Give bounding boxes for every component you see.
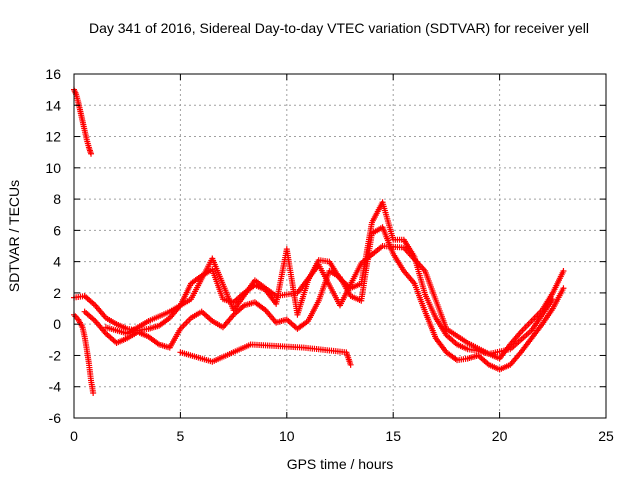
chart-title: Day 341 of 2016, Sidereal Day-to-day VTE… [88, 20, 590, 36]
x-tick-label: 15 [385, 428, 401, 444]
x-tick-label: 10 [279, 428, 295, 444]
data-point [560, 285, 567, 292]
data-point [88, 150, 95, 157]
y-tick-label: 2 [53, 285, 61, 301]
x-tick-label: 5 [177, 428, 185, 444]
y-tick-label: 4 [53, 254, 61, 270]
data-point [549, 296, 556, 303]
data-point [90, 389, 97, 396]
data-points [71, 86, 567, 396]
grid-lines [74, 74, 606, 418]
y-tick-label: 16 [45, 66, 61, 82]
y-tick-label: 14 [45, 97, 61, 113]
y-tick-label: 12 [45, 129, 61, 145]
y-tick-label: 8 [53, 191, 61, 207]
x-axis-label: GPS time / hours [286, 456, 394, 472]
x-tick-label: 25 [598, 428, 614, 444]
axis-ticks [73, 73, 607, 419]
y-tick-label: 0 [53, 316, 61, 332]
axis-tick-labels: 0 5 10 15 20 25 -6 -4 -2 0 2 4 6 8 10 12 14 16 [45, 66, 614, 444]
y-tick-label: -4 [49, 379, 62, 395]
y-tick-label: -6 [49, 410, 62, 426]
x-tick-label: 20 [492, 428, 508, 444]
plot-frame [73, 73, 607, 419]
x-tick-label: 0 [70, 428, 78, 444]
data-point [347, 361, 354, 368]
y-tick-label: 10 [45, 160, 61, 176]
y-tick-label: 6 [53, 222, 61, 238]
y-tick-label: -2 [49, 347, 62, 363]
y-axis-label: SDTVAR / TECUs [6, 179, 22, 293]
data-point [560, 268, 567, 275]
